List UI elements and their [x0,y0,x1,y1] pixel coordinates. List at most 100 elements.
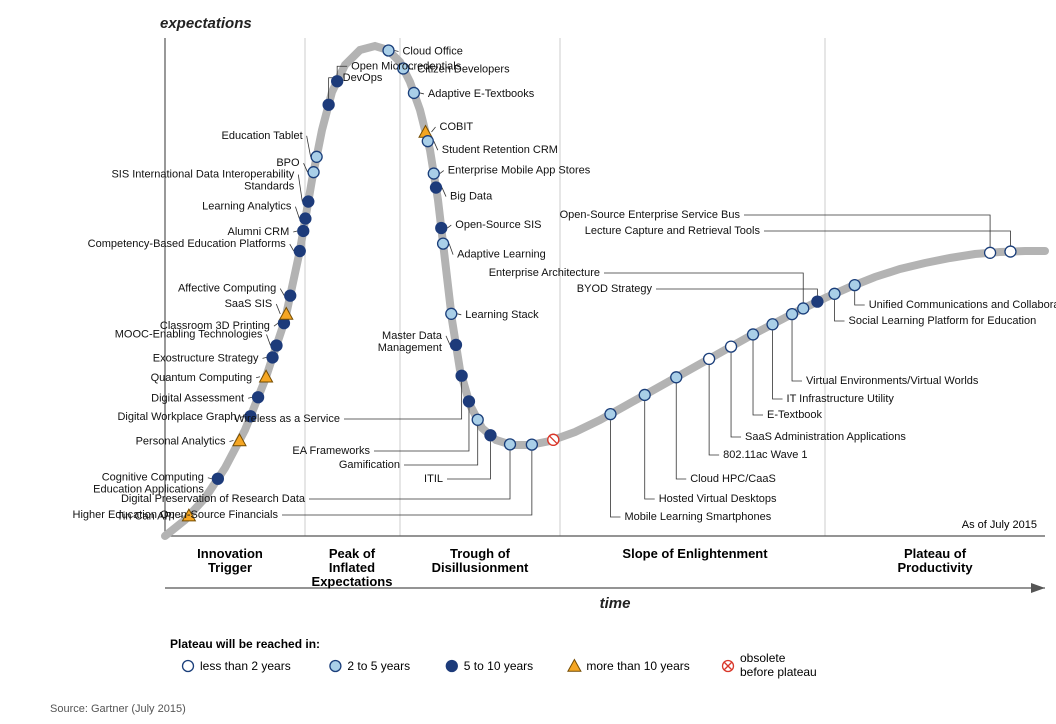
tech-label: EA Frameworks [292,445,370,457]
tech-marker [829,288,840,299]
tech-label: 802.11ac Wave 1 [723,449,807,461]
tech-marker [332,76,343,87]
tech-label: Cloud HPC/CaaS [690,473,776,485]
tech-label: Social Learning Platform for Education [849,315,1037,327]
legend-label: obsolete [740,651,786,665]
legend-title: Plateau will be reached in: [170,637,320,651]
tech-marker [311,151,322,162]
tech-label: Education Tablet [222,130,303,142]
tech-marker [271,340,282,351]
tech-label: Hosted Virtual Desktops [659,493,777,505]
tech-label: Unified Communications and Collaboration [869,299,1056,311]
tech-marker [463,396,474,407]
tech-label: Competency-Based Education Platforms [88,238,287,250]
tech-label: E-Textbook [767,409,823,421]
tech-marker [787,309,798,320]
tech-marker [253,392,264,403]
tech-marker [639,389,650,400]
tech-marker [726,341,737,352]
phase-label: Plateau of [904,546,967,561]
tech-marker [985,247,996,258]
phase-label: Peak of [329,546,376,561]
tech-label: BPO [276,157,300,169]
legend-label: more than 10 years [586,659,689,673]
tech-label: Enterprise Mobile App Stores [448,165,591,177]
tech-label: SaaS SIS [225,298,273,310]
tech-marker [505,439,516,450]
tech-marker [308,167,319,178]
legend-label: 5 to 10 years [464,659,533,673]
tech-marker [383,45,394,56]
tech-marker [450,339,461,350]
phase-label: Inflated [329,560,375,575]
phase-label: Slope of Enlightenment [622,546,768,561]
x-axis-title: time [600,595,631,612]
tech-label: Student Retention CRM [442,144,558,156]
tech-marker [428,168,439,179]
tech-marker [767,319,778,330]
tech-label: Digital Workplace Graph [117,411,236,423]
tech-label: SIS International Data Interoperability [111,169,294,181]
tech-marker [300,213,311,224]
tech-marker [446,308,457,319]
tech-label: Big Data [450,191,493,203]
tech-marker [812,296,823,307]
tech-marker [704,353,715,364]
tech-marker [422,136,433,147]
source-label: Source: Gartner (July 2015) [50,703,186,715]
tech-marker [485,430,496,441]
tech-label: SaaS Administration Applications [745,431,906,443]
tech-marker [298,225,309,236]
tech-label: Management [378,342,442,354]
legend-marker [330,661,341,672]
tech-label: Adaptive Learning [457,249,546,261]
tech-marker [798,303,809,314]
tech-label: Wireless as a Service [234,413,340,425]
tech-label: Affective Computing [178,283,276,295]
tech-label: Learning Analytics [202,201,292,213]
tech-label: Exostructure Strategy [153,352,259,364]
legend-marker [446,661,457,672]
hype-cycle-chart: expectationstimeTin Can APICognitive Com… [0,0,1056,724]
tech-marker [605,409,616,420]
tech-label: Open-Source Enterprise Service Bus [560,209,741,221]
phase-label: Expectations [312,574,393,589]
legend-marker [183,661,194,672]
tech-label: Master Data [382,330,443,342]
tech-label: Citizen Developers [417,64,510,76]
tech-marker [671,372,682,383]
tech-label: Gamification [339,459,400,471]
tech-marker [212,473,223,484]
legend-label: before plateau [740,665,817,679]
tech-label: Higher Education Open-Source Financials [73,509,279,521]
tech-label: Cognitive Computing [102,472,204,484]
legend-label: less than 2 years [200,659,291,673]
phase-label: Disillusionment [432,560,529,575]
phase-label: Trigger [208,560,252,575]
tech-marker [436,223,447,234]
tech-marker [456,370,467,381]
tech-label: Lecture Capture and Retrieval Tools [585,225,761,237]
tech-label: Cloud Office [402,45,462,57]
tech-marker [294,246,305,257]
tech-label: Digital Preservation of Research Data [121,493,306,505]
tech-marker [1005,246,1016,257]
tech-marker [267,352,278,363]
tech-marker [408,87,419,98]
tech-label: BYOD Strategy [577,283,653,295]
tech-label: Digital Assessment [151,392,244,404]
tech-label: Adaptive E-Textbooks [428,88,535,100]
phase-label: Trough of [450,546,511,561]
tech-label: Virtual Environments/Virtual Worlds [806,375,979,387]
tech-label: COBIT [440,121,474,133]
tech-marker [285,290,296,301]
legend-label: 2 to 5 years [347,659,410,673]
tech-label: Alumni CRM [228,226,290,238]
tech-label: Learning Stack [465,309,539,321]
phase-label: Productivity [897,560,973,575]
phase-label: Innovation [197,546,263,561]
tech-marker [526,439,537,450]
tech-marker [849,280,860,291]
tech-label: Personal Analytics [136,435,226,447]
tech-marker [303,196,314,207]
